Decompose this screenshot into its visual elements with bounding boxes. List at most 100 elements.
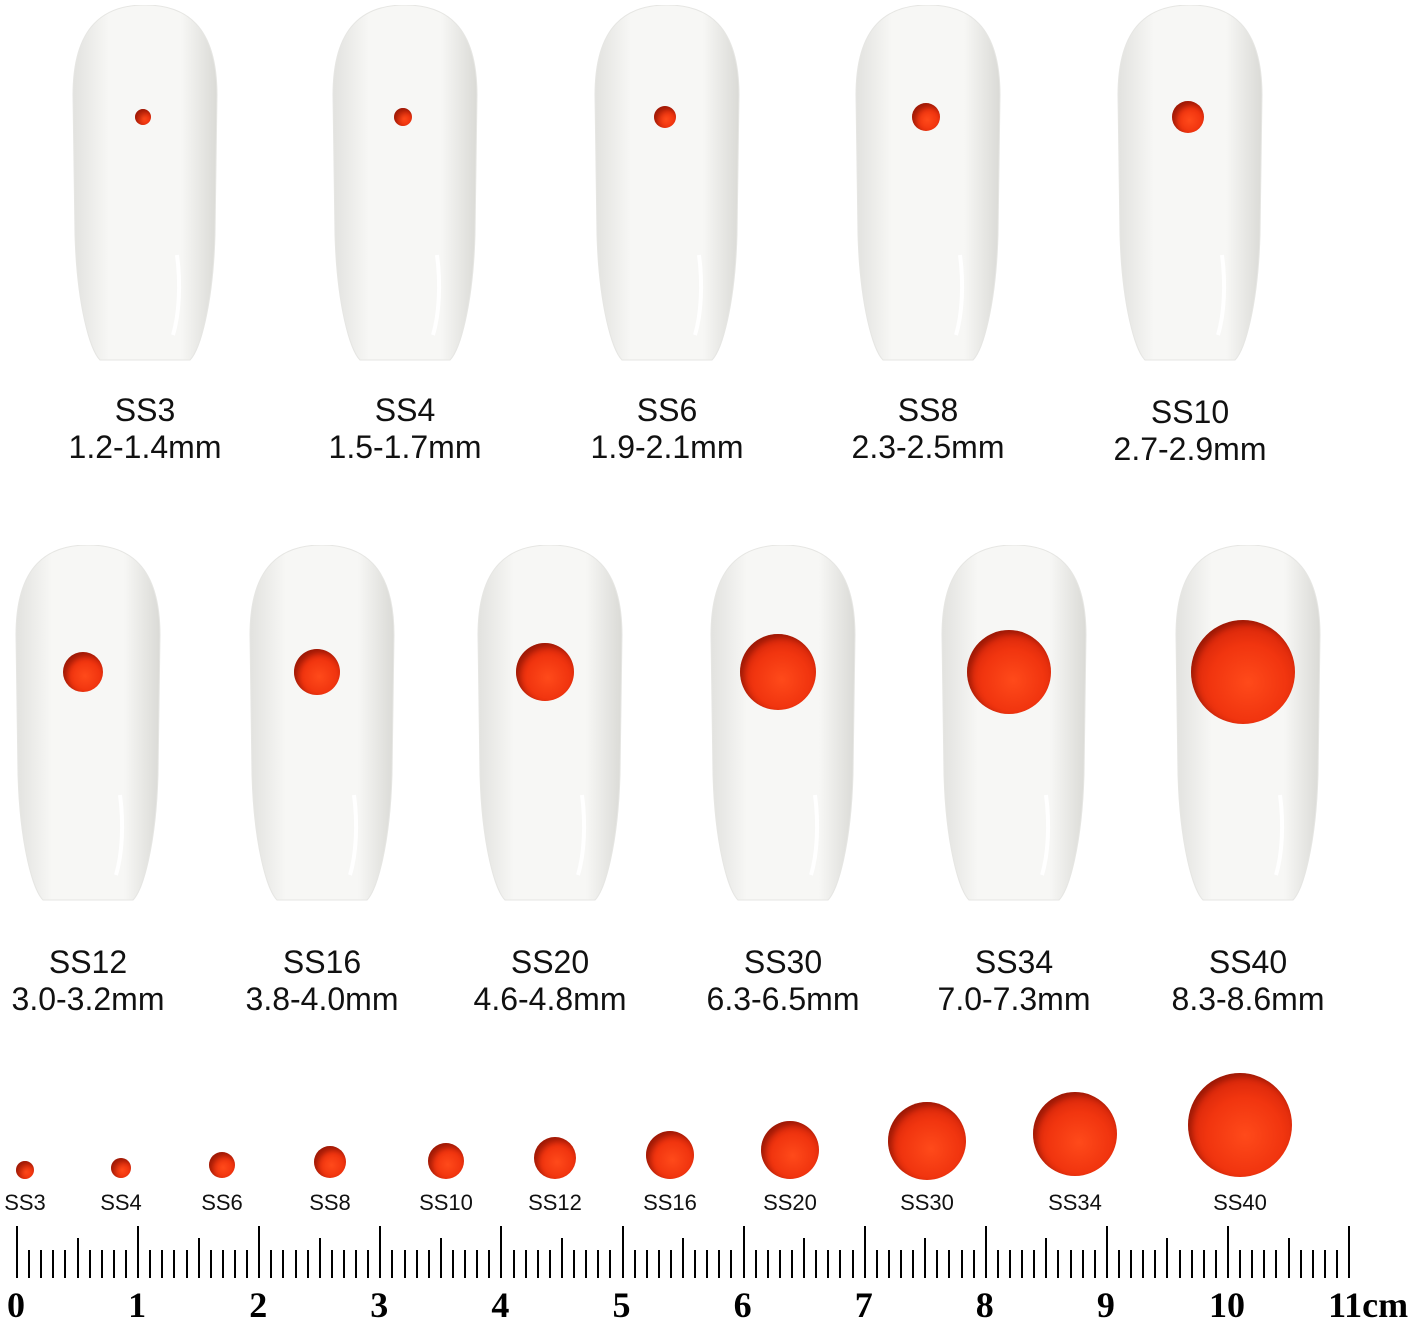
rhinestone [394, 108, 412, 126]
ruler-tick [28, 1250, 31, 1278]
size-name: SS16 [282, 944, 362, 980]
ruler-cm-label: 0 [7, 1285, 25, 1325]
ruler-tick [173, 1250, 176, 1278]
ruler-tick [1154, 1250, 1157, 1278]
ruler-tick [585, 1250, 588, 1278]
ruler-tick [391, 1250, 394, 1278]
ruler-tick [669, 1250, 672, 1278]
ruler-cm-label: 5 [612, 1285, 631, 1325]
scale-size-label: SS40 [1213, 1190, 1267, 1215]
scale-size-label: SS6 [201, 1190, 243, 1215]
scale-size-label: SS4 [100, 1190, 142, 1215]
ruler-cm-label: 4 [491, 1285, 510, 1325]
ruler-tick [573, 1250, 576, 1278]
scale-size-label: SS12 [528, 1190, 582, 1215]
ruler-cm-label: 7 [854, 1285, 873, 1325]
size-name: SS34 [974, 944, 1054, 980]
nail-tip [855, 5, 1001, 361]
ruler-tick [161, 1250, 164, 1278]
size-range: 1.2-1.4mm [68, 429, 222, 465]
nail-tip [332, 5, 478, 361]
size-label: SS8 2.3-2.5mm [852, 392, 1005, 466]
ruler-tick [887, 1250, 890, 1278]
ruler-tick [1251, 1250, 1254, 1278]
ruler-tick [1263, 1250, 1266, 1278]
ruler-tick [863, 1226, 866, 1278]
rhinestone [646, 1131, 694, 1179]
ruler-tick [427, 1250, 430, 1278]
ruler-tick [318, 1238, 321, 1278]
rhinestone [209, 1152, 235, 1178]
rhinestone [912, 103, 940, 131]
size-label: SS40 8.3-8.6mm [1172, 944, 1325, 1018]
ruler-tick [924, 1238, 927, 1278]
ruler-cm-label: 1 [128, 1285, 147, 1325]
size-label: SS6 1.9-2.1mm [591, 392, 744, 466]
nail-tip [15, 545, 161, 901]
ruler-tick [597, 1250, 600, 1278]
size-range: 8.3-8.6mm [1171, 981, 1325, 1017]
ruler-cm-label: 6 [733, 1285, 752, 1325]
ruler-tick [1190, 1250, 1193, 1278]
size-name: SS6 [636, 392, 698, 428]
size-name: SS10 [1150, 394, 1230, 430]
ruler-tick [936, 1250, 939, 1278]
ruler-tick [754, 1250, 757, 1278]
ruler-tick [960, 1250, 963, 1278]
ruler-tick [124, 1250, 127, 1278]
ruler-tick [912, 1250, 915, 1278]
size-label: SS3 1.2-1.4mm [69, 392, 222, 466]
size-name: SS20 [510, 944, 590, 980]
rhinestone [135, 109, 151, 125]
ruler-tick [439, 1238, 442, 1278]
ruler-tick [233, 1250, 236, 1278]
ruler-tick [1323, 1250, 1326, 1278]
ruler-tick [972, 1250, 975, 1278]
size-range: 4.6-4.8mm [473, 981, 627, 1017]
scale-size-label: SS8 [309, 1190, 351, 1215]
ruler-tick [900, 1250, 903, 1278]
size-label: SS12 3.0-3.2mm [12, 944, 165, 1018]
scale-size-label: SS34 [1048, 1190, 1102, 1215]
size-range: 7.0-7.3mm [937, 981, 1091, 1017]
scale-size-label: SS10 [419, 1190, 473, 1215]
ruler-tick [1105, 1226, 1108, 1278]
ruler-tick [827, 1250, 830, 1278]
size-range: 1.5-1.7mm [328, 429, 482, 465]
size-label: SS16 3.8-4.0mm [246, 944, 399, 1018]
size-range: 3.8-4.0mm [245, 981, 399, 1017]
size-name: SS4 [374, 392, 436, 428]
ruler-tick [803, 1238, 806, 1278]
rhinestone [534, 1137, 576, 1179]
ruler-tick [76, 1238, 79, 1278]
rhinestone [967, 630, 1051, 714]
ruler-tick [500, 1226, 503, 1278]
ruler-tick [730, 1250, 733, 1278]
size-range: 3.0-3.2mm [11, 981, 165, 1017]
ruler-tick [100, 1250, 103, 1278]
size-name: SS3 [114, 392, 176, 428]
size-label: SS20 4.6-4.8mm [474, 944, 627, 1018]
size-name: SS40 [1208, 944, 1288, 980]
ruler-tick [766, 1250, 769, 1278]
size-range: 1.9-2.1mm [590, 429, 744, 465]
ruler-tick [633, 1250, 636, 1278]
size-label: SS34 7.0-7.3mm [938, 944, 1091, 1018]
ruler-tick [451, 1250, 454, 1278]
ruler-tick [548, 1250, 551, 1278]
ruler-tick [415, 1250, 418, 1278]
rhinestone [740, 634, 816, 710]
nail-tip [1117, 5, 1263, 361]
ruler-tick [149, 1250, 152, 1278]
ruler-tick [16, 1226, 18, 1278]
ruler-tick [851, 1250, 854, 1278]
ruler-cm-label: 8 [975, 1285, 994, 1325]
size-label: SS10 2.7-2.9mm [1114, 394, 1267, 468]
ruler-tick [706, 1250, 709, 1278]
rhinestone [16, 1161, 34, 1179]
ruler-tick [197, 1238, 200, 1278]
rhinestone [1188, 1073, 1292, 1177]
ruler-tick [1069, 1250, 1072, 1278]
ruler-tick [1081, 1250, 1084, 1278]
ruler-tick [609, 1250, 612, 1278]
